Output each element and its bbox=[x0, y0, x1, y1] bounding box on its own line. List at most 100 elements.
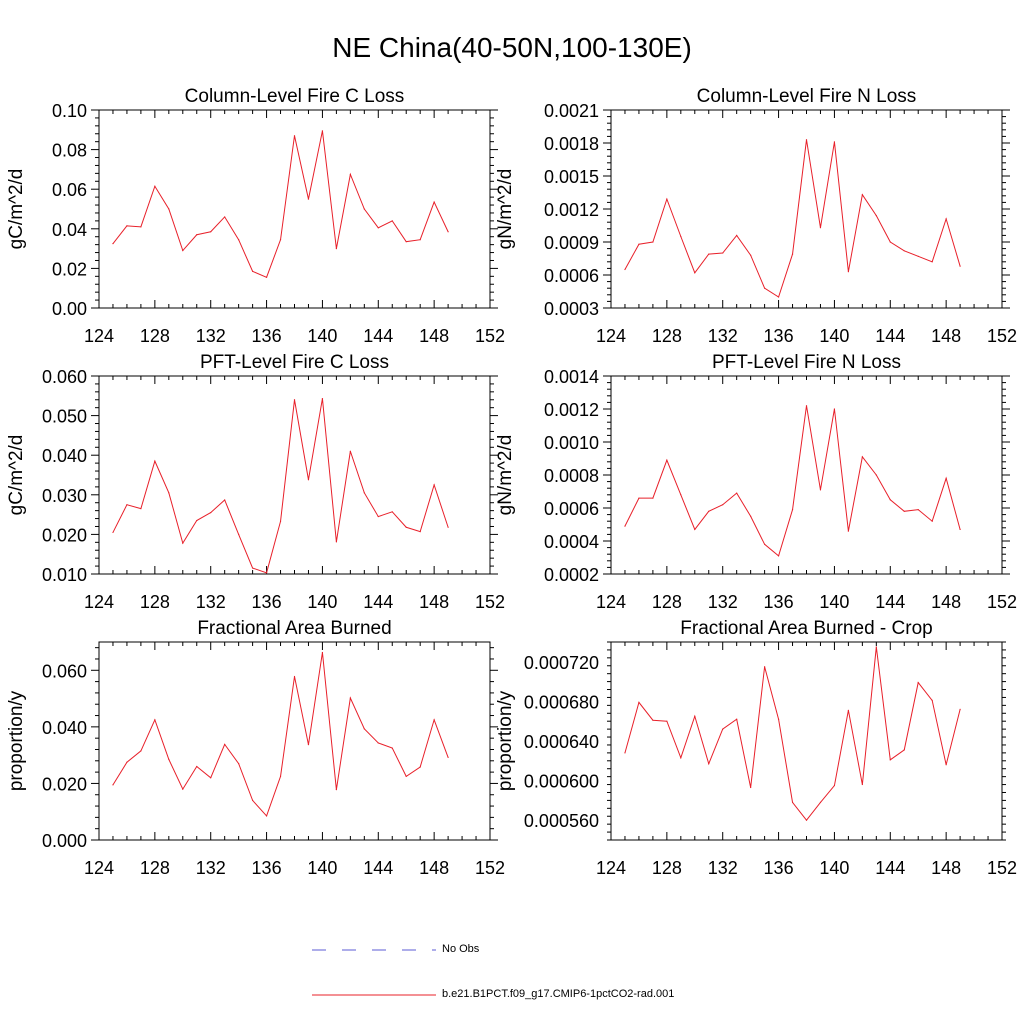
data-point bbox=[666, 720, 668, 722]
x-tick-label: 140 bbox=[819, 592, 849, 612]
x-tick-label: 128 bbox=[140, 326, 170, 346]
y-tick-label: 0.0006 bbox=[544, 499, 599, 519]
x-tick-label: 144 bbox=[875, 592, 905, 612]
data-point bbox=[293, 135, 296, 137]
data-point bbox=[777, 718, 780, 720]
x-tick-label: 144 bbox=[363, 326, 393, 346]
data-point bbox=[764, 287, 766, 289]
data-point bbox=[819, 801, 822, 803]
data-point bbox=[252, 567, 254, 569]
x-tick-label: 144 bbox=[363, 592, 393, 612]
x-tick-label: 144 bbox=[875, 858, 905, 878]
data-point bbox=[126, 761, 128, 763]
data-point bbox=[875, 215, 877, 217]
data-point bbox=[903, 250, 905, 252]
y-tick-label: 0.000680 bbox=[524, 692, 599, 712]
panel-title: Column-Level Fire C Loss bbox=[185, 86, 405, 107]
data-point bbox=[652, 241, 654, 243]
data-point bbox=[736, 492, 738, 494]
series-line bbox=[112, 398, 449, 574]
y-axis-label: gN/m^2/d bbox=[495, 169, 516, 250]
series-line bbox=[624, 646, 961, 822]
data-point bbox=[722, 504, 724, 506]
data-point bbox=[433, 484, 435, 486]
data-point bbox=[140, 750, 142, 752]
x-tick-label: 132 bbox=[196, 326, 226, 346]
chart-panel-1: 124 128 132 136 140 144 148 152 0.00 0.02 0.04 0.06… bbox=[6, 86, 505, 346]
data-point bbox=[196, 765, 198, 768]
data-point bbox=[112, 531, 114, 534]
y-axis-label: gC/m^2/d bbox=[6, 169, 27, 250]
data-point bbox=[433, 719, 435, 721]
panel-title: PFT-Level Fire C Loss bbox=[200, 352, 389, 373]
panel-title: PFT-Level Fire N Loss bbox=[712, 352, 901, 373]
data-point bbox=[750, 786, 752, 789]
data-point bbox=[252, 270, 254, 272]
x-tick-label: 140 bbox=[819, 858, 849, 878]
y-tick-label: 0.0008 bbox=[544, 466, 599, 486]
x-tick-label: 152 bbox=[987, 326, 1017, 346]
data-point bbox=[708, 253, 710, 255]
chart-panel-2: 124 128 132 136 140 144 148 152 0.0003 0.0006 0.00… bbox=[495, 86, 1017, 346]
y-axis-label: proportion/y bbox=[6, 690, 27, 791]
data-point bbox=[917, 681, 919, 684]
data-point bbox=[875, 474, 877, 476]
data-point bbox=[889, 241, 891, 243]
data-point bbox=[224, 216, 226, 218]
y-tick-label: 0.000640 bbox=[524, 732, 599, 752]
data-point bbox=[917, 255, 919, 257]
y-tick-label: 0.060 bbox=[42, 661, 87, 681]
chart-panel-4: 124 128 132 136 140 144 148 152 0.0002 0.0004 0.00… bbox=[495, 352, 1017, 612]
y-tick-label: 0.0021 bbox=[544, 101, 599, 121]
data-point bbox=[168, 208, 170, 210]
data-point bbox=[112, 243, 114, 245]
x-tick-label: 152 bbox=[987, 592, 1017, 612]
x-tick-label: 148 bbox=[931, 326, 961, 346]
y-axis-label: proportion/y bbox=[495, 690, 516, 791]
data-point bbox=[666, 459, 668, 461]
data-point bbox=[154, 719, 156, 721]
data-point bbox=[252, 799, 254, 802]
data-point bbox=[652, 719, 654, 721]
data-point bbox=[764, 543, 766, 545]
data-point bbox=[126, 225, 128, 227]
data-point bbox=[638, 497, 640, 499]
data-point bbox=[959, 265, 961, 267]
data-point bbox=[833, 141, 836, 143]
x-tick-label: 128 bbox=[652, 592, 682, 612]
y-tick-label: 0.010 bbox=[42, 565, 87, 585]
x-tick-label: 152 bbox=[987, 858, 1017, 878]
y-tick-label: 0.04 bbox=[52, 220, 87, 240]
data-point bbox=[349, 173, 351, 175]
data-point bbox=[405, 526, 407, 528]
data-point bbox=[238, 533, 240, 536]
data-point bbox=[791, 801, 794, 803]
figure-title: NE China(40-50N,100-130E) bbox=[332, 32, 692, 63]
series-line bbox=[624, 139, 961, 298]
data-point bbox=[694, 528, 696, 531]
y-tick-label: 0.0018 bbox=[544, 134, 599, 154]
data-point bbox=[335, 789, 337, 791]
data-point bbox=[736, 718, 738, 720]
data-point bbox=[112, 784, 114, 786]
series-line bbox=[624, 405, 961, 557]
data-point bbox=[861, 456, 863, 458]
x-tick-label: 140 bbox=[307, 592, 337, 612]
data-point bbox=[377, 742, 379, 744]
data-point bbox=[833, 784, 836, 787]
data-point bbox=[238, 239, 240, 241]
data-point bbox=[861, 194, 863, 196]
data-point bbox=[210, 231, 212, 233]
plot-frame bbox=[98, 641, 491, 841]
y-tick-label: 0.020 bbox=[42, 774, 87, 794]
x-tick-label: 124 bbox=[84, 858, 114, 878]
y-axis-label: gC/m^2/d bbox=[6, 435, 27, 516]
panel-title: Fractional Area Burned bbox=[197, 618, 391, 639]
data-point bbox=[791, 509, 794, 511]
plot-frame bbox=[610, 641, 1003, 841]
x-tick-label: 124 bbox=[84, 326, 114, 346]
x-tick-label: 144 bbox=[875, 326, 905, 346]
data-point bbox=[777, 555, 780, 557]
